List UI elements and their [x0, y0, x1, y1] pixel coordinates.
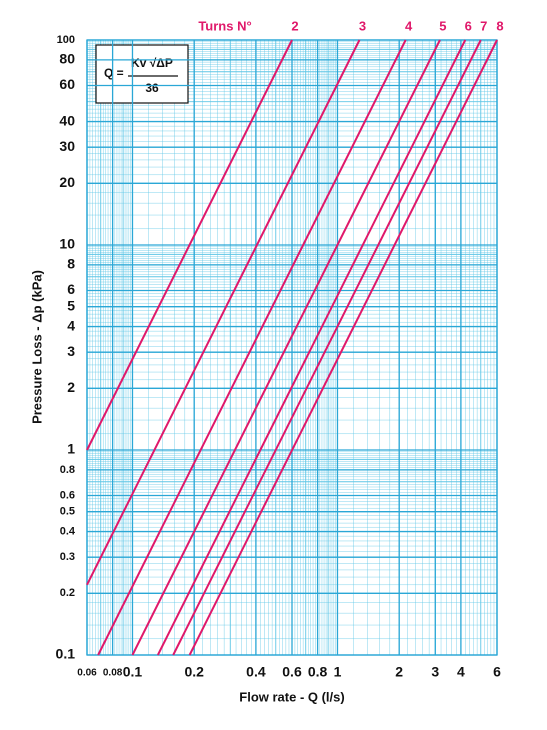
formula-box: [95, 44, 189, 104]
series-line: [97, 39, 407, 656]
y-tick-label: 5: [67, 297, 75, 313]
y-tick-label: 40: [59, 112, 75, 128]
x-tick-label: 4: [457, 664, 465, 680]
y-tick-label: 80: [59, 51, 75, 67]
x-axis-title: Flow rate - Q (l/s): [239, 689, 344, 704]
y-tick-label: 30: [59, 138, 75, 154]
x-tick-label: 0.1: [123, 664, 143, 680]
x-tick-label: 2: [395, 664, 403, 680]
y-tick-label: 0.3: [60, 551, 75, 563]
series-line: [86, 39, 361, 586]
y-tick-label: 20: [59, 174, 75, 190]
series-line: [172, 39, 482, 656]
y-tick-label: 0.6: [60, 489, 75, 501]
y-tick-label: 100: [57, 34, 75, 46]
y-tick-label: 6: [67, 281, 75, 297]
legend-entry: 4: [405, 18, 413, 33]
formula-denominator: 36: [145, 81, 159, 95]
y-tick-label: 4: [67, 317, 75, 333]
formula-lhs: Q =: [104, 66, 124, 80]
x-tick-label: 3: [431, 664, 439, 680]
y-tick-label: 1: [67, 441, 75, 457]
series-line: [156, 39, 467, 656]
y-tick-label: 0.8: [60, 464, 75, 476]
y-tick-label: 2: [67, 379, 75, 395]
legend-entry: 5: [439, 18, 446, 33]
y-tick-label: 0.2: [60, 587, 75, 599]
y-tick-label: 8: [67, 256, 75, 272]
y-tick-label: 0.1: [56, 646, 76, 662]
series-line: [131, 39, 441, 656]
x-tick-label: 0.6: [282, 664, 302, 680]
y-tick-label: 60: [59, 76, 75, 92]
y-tick-label: 10: [59, 236, 75, 252]
legend-entry: 6: [465, 18, 472, 33]
series-line: [86, 39, 293, 451]
x-tick-label: 0.8: [308, 664, 328, 680]
y-tick-label: 0.5: [60, 506, 75, 518]
x-tick-label: 0.2: [184, 664, 204, 680]
legend-title: Turns N°: [198, 18, 251, 33]
legend-entry: 3: [359, 18, 366, 33]
x-tick-label: 1: [334, 664, 342, 680]
formula-numerator: Kv √ΔP: [131, 56, 173, 70]
y-axis-title: Pressure Loss - Δp (kPa): [29, 270, 44, 424]
legend-entry: 7: [480, 18, 487, 33]
legend-entry: 8: [496, 18, 503, 33]
x-tick-label: 6: [493, 664, 501, 680]
legend-entry: 2: [291, 18, 298, 33]
x-tick-label: 0.4: [246, 664, 266, 680]
y-tick-label: 3: [67, 343, 75, 359]
y-tick-label: 0.4: [60, 525, 76, 537]
x-tick-label: 0.08: [103, 668, 123, 679]
series-line: [188, 39, 498, 656]
x-tick-label: 0.06: [77, 668, 97, 679]
